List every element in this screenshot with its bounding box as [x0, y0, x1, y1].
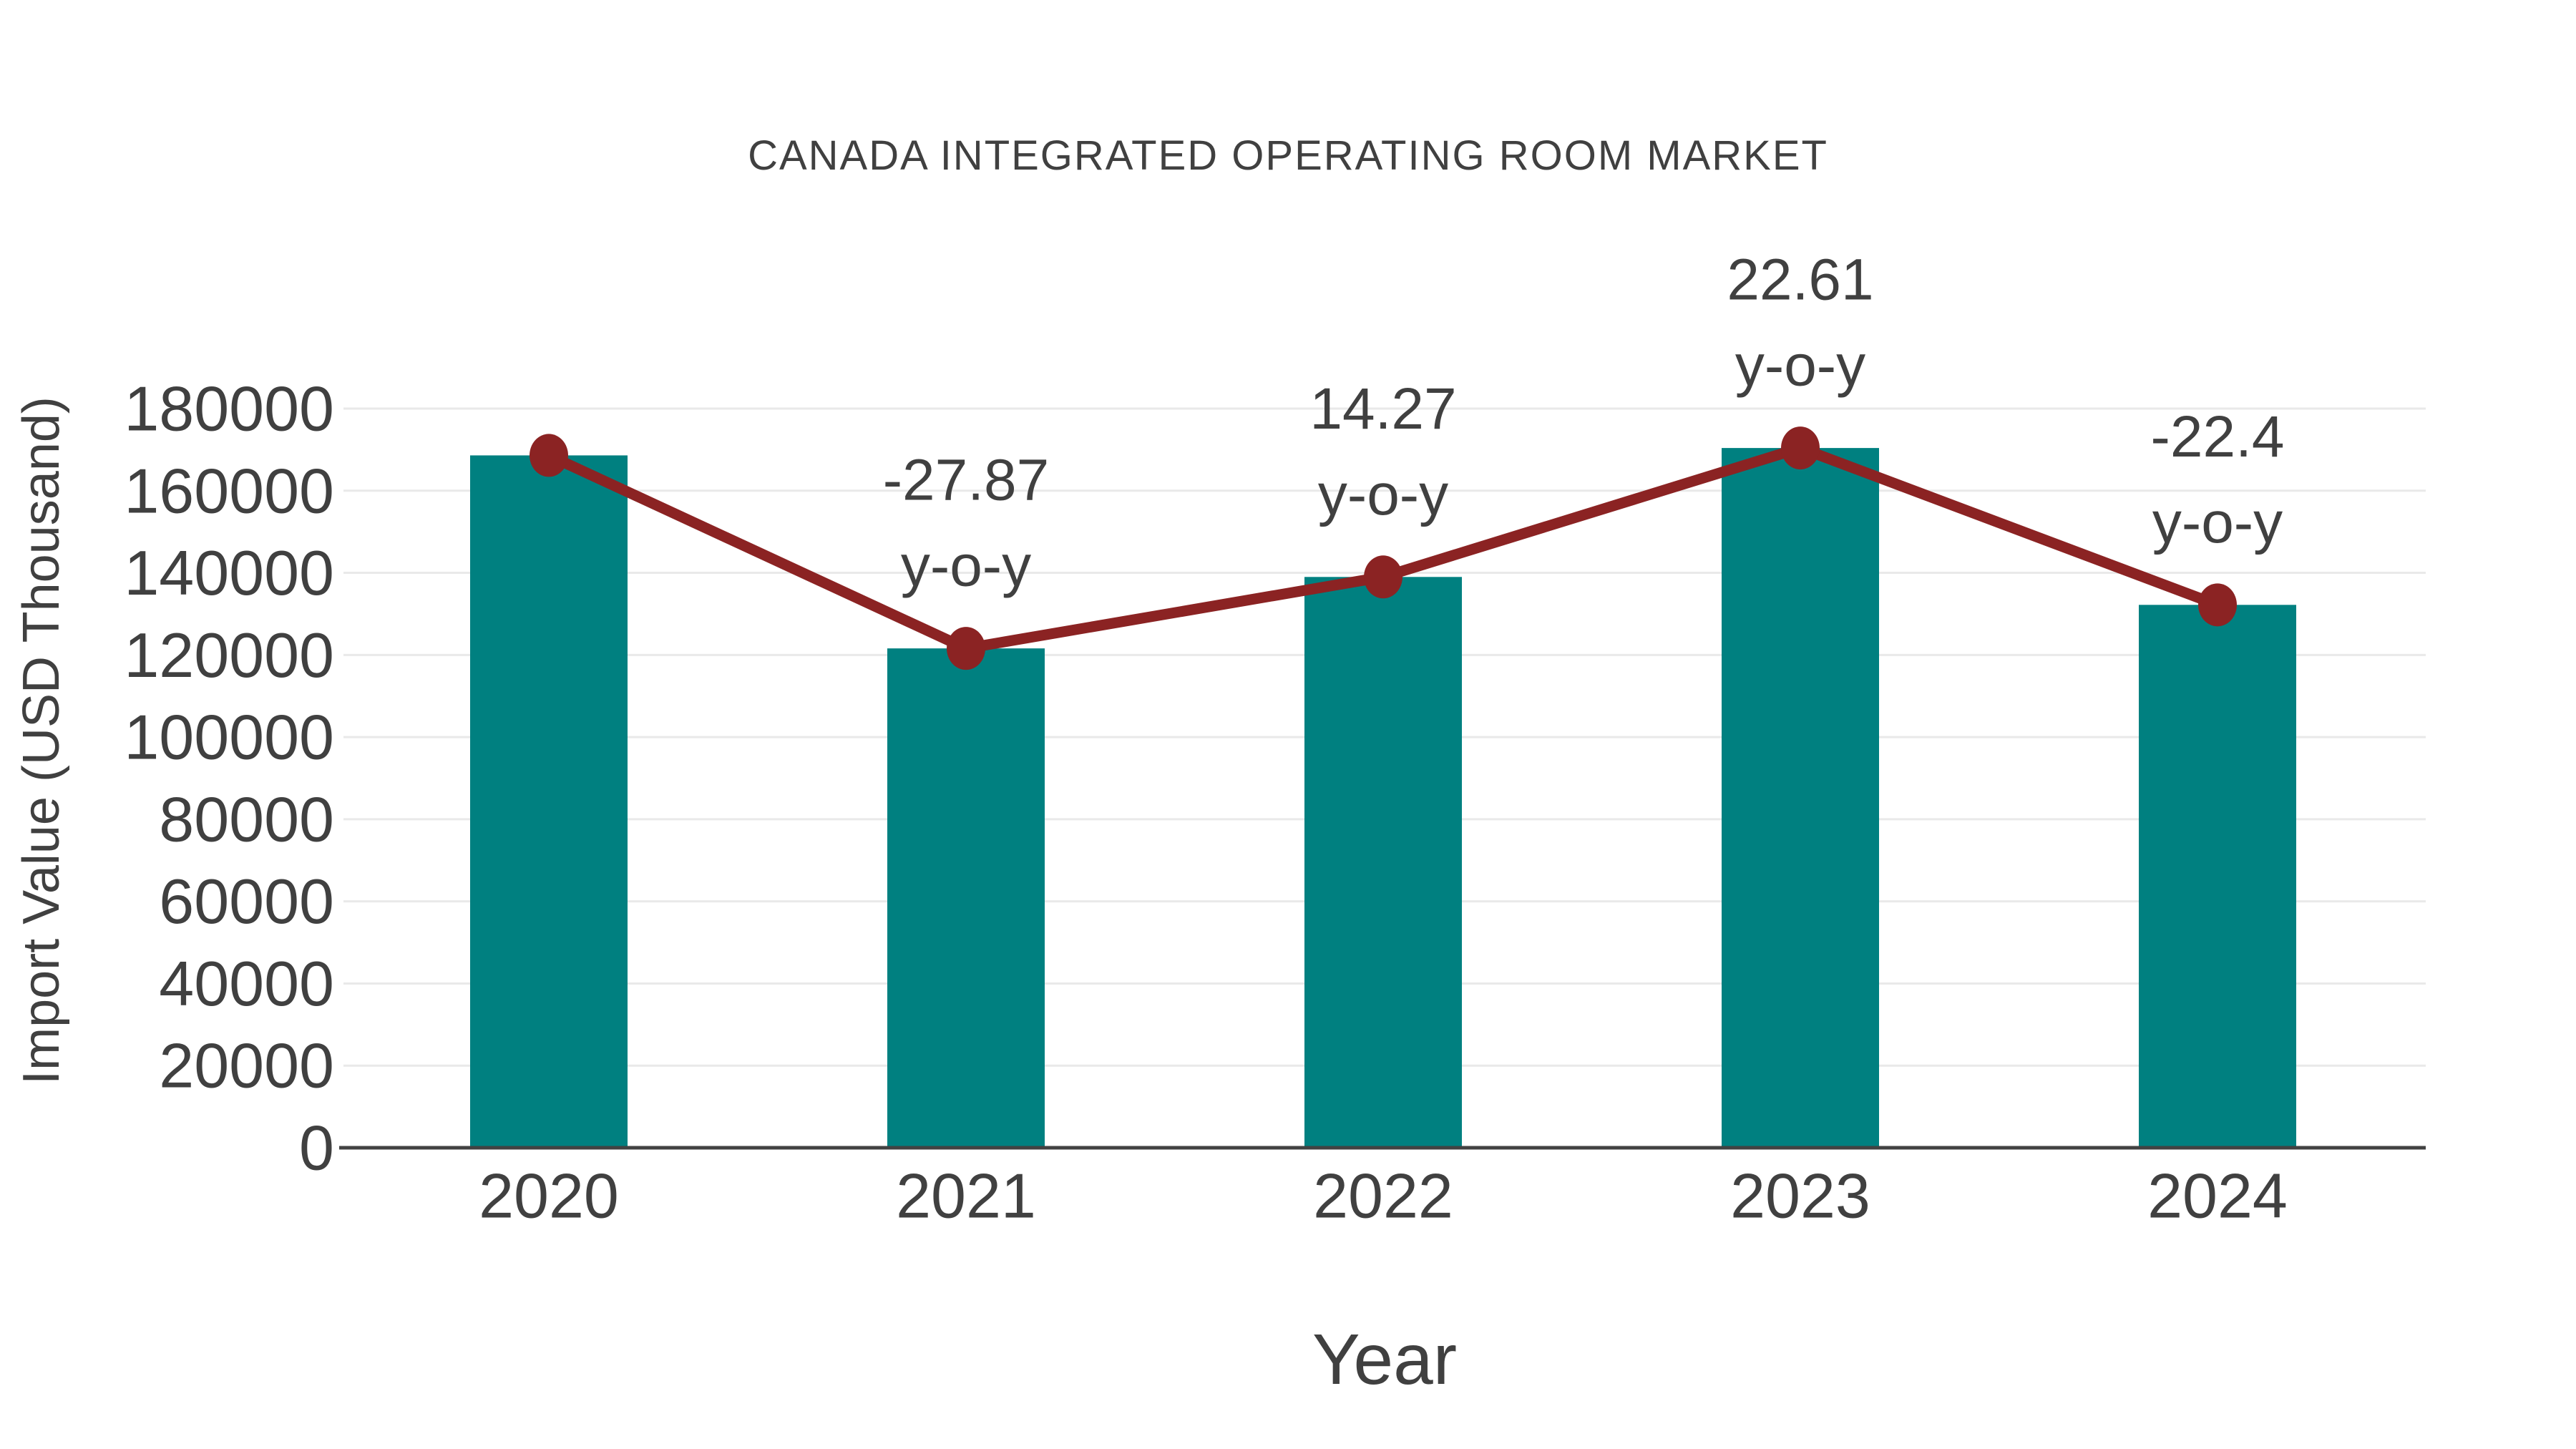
- bar-2024: [2139, 605, 2296, 1148]
- y-tick-label-100000: 100000: [124, 702, 334, 773]
- bar-2020: [470, 455, 628, 1148]
- annotation-value-2021: -27.87: [883, 448, 1050, 513]
- yoy-marker-2024: [2198, 583, 2237, 627]
- x-axis-title: Year: [1312, 1319, 1458, 1400]
- x-tick-label-2024: 2024: [2147, 1161, 2288, 1231]
- chart-title: CANADA INTEGRATED OPERATING ROOM MARKET: [748, 132, 1828, 179]
- x-tick-label-2022: 2022: [1313, 1161, 1453, 1231]
- y-tick-label-180000: 180000: [124, 374, 334, 444]
- bar-2023: [1722, 448, 1879, 1148]
- annotation-value-2023: 22.61: [1727, 248, 1873, 313]
- y-tick-label-0: 0: [299, 1113, 334, 1184]
- annotation-suffix-2023: y-o-y: [1735, 333, 1865, 399]
- annotation-suffix-2024: y-o-y: [2152, 490, 2283, 555]
- x-tick-label-2021: 2021: [896, 1161, 1036, 1231]
- y-tick-label-60000: 60000: [159, 866, 334, 937]
- x-tick-label-2020: 2020: [479, 1161, 619, 1231]
- y-tick-label-40000: 40000: [159, 948, 334, 1019]
- yoy-marker-2021: [947, 627, 985, 670]
- bar-2022: [1304, 577, 1462, 1148]
- yoy-marker-2022: [1364, 555, 1402, 599]
- y-tick-label-20000: 20000: [159, 1030, 334, 1101]
- y-tick-label-160000: 160000: [124, 455, 334, 526]
- yoy-marker-2020: [530, 434, 568, 477]
- annotation-suffix-2022: y-o-y: [1318, 462, 1448, 527]
- y-tick-label-120000: 120000: [124, 620, 334, 691]
- annotation-suffix-2021: y-o-y: [901, 534, 1031, 599]
- annotation-value-2024: -22.4: [2151, 404, 2285, 469]
- y-tick-label-80000: 80000: [159, 784, 334, 854]
- annotation-value-2022: 14.27: [1309, 376, 1456, 441]
- bar-2021: [887, 648, 1045, 1148]
- y-tick-label-140000: 140000: [124, 537, 334, 608]
- x-tick-label-2023: 2023: [1730, 1161, 1870, 1231]
- yoy-marker-2023: [1781, 426, 1820, 470]
- y-axis-title: Import Value (USD Thousand): [13, 396, 70, 1085]
